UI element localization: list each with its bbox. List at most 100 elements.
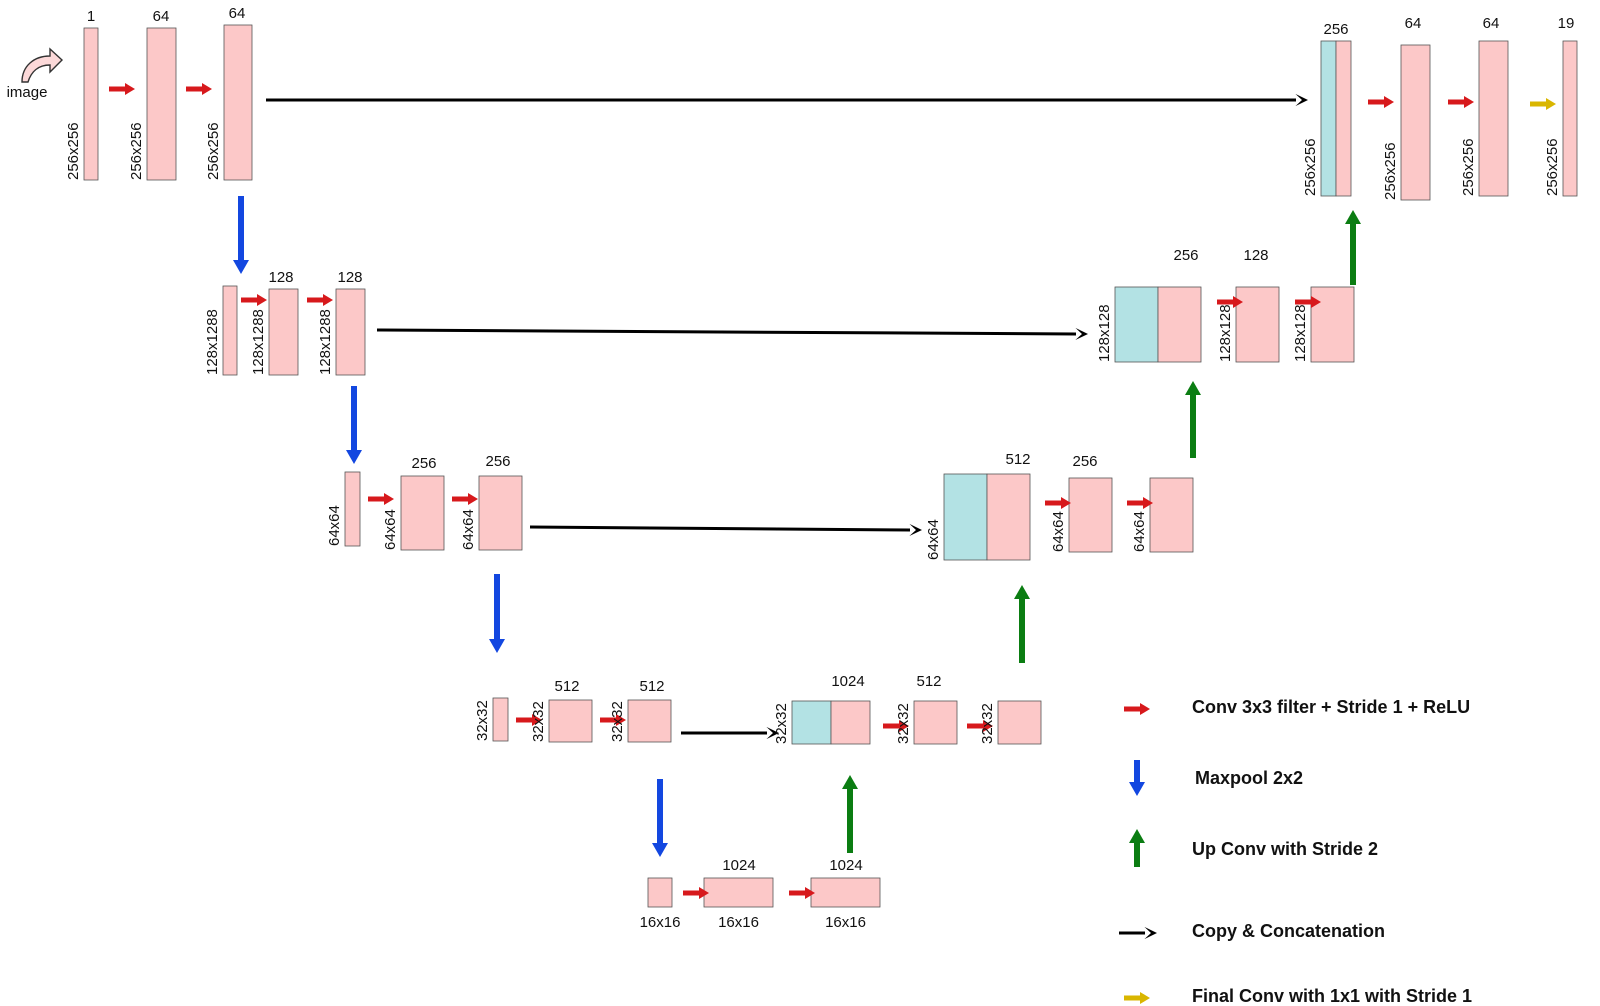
channel-label: 128 [268,269,293,286]
feature-blocks [83,24,1578,908]
feature-map [400,475,445,551]
block-dec2-conv1 [1235,286,1280,363]
legend-maxpool-label: Maxpool 2x2 [1195,768,1304,788]
block-dec1-conv1 [1400,44,1431,201]
legend-maxpool-arrow-icon [1129,760,1145,796]
channel-label: 64 [1405,15,1422,32]
block-enc1-conv1 [146,27,177,181]
feature-map [1157,286,1202,363]
upconv-arrow-icon [1345,210,1361,285]
size-label: 16x16 [718,914,759,931]
size-label: 32x32 [895,703,912,744]
conv-arrow-icon [1448,96,1474,108]
channel-label: 1 [87,8,95,25]
size-label: 64x64 [1131,511,1148,552]
arrows [109,83,1556,1004]
copy-arrow-icon-head [1075,327,1088,341]
conv-arrow-icon [1127,497,1153,509]
channel-label: 1024 [831,673,864,690]
block-enc1-conv2 [223,24,253,181]
conv-arrow-icon [600,714,626,726]
size-label: 256x256 [65,122,82,180]
feature-map [810,877,881,908]
maxpool-arrow-icon [489,574,505,653]
channel-label: 512 [554,678,579,695]
size-label: 256x256 [1544,138,1561,196]
conv-arrow-icon [186,83,212,95]
legend-conv-label: Conv 3x3 filter + Stride 1 + ReLU [1192,697,1471,717]
feature-map [830,700,871,745]
copy-arrow-icon [376,328,1077,336]
size-label: 32x32 [530,701,547,742]
size-label: 64x64 [1050,511,1067,552]
size-label: 32x32 [979,703,996,744]
channel-label: 128 [337,269,362,286]
feature-map [1562,40,1578,197]
size-label: 16x16 [825,914,866,931]
channel-label: 256 [1323,21,1348,38]
legend-copy-label: Copy & Concatenation [1192,921,1386,941]
feature-map [1310,286,1355,363]
conv-arrow-icon [883,720,909,732]
feature-map [703,877,774,908]
channel-label: 19 [1558,15,1575,32]
conv-arrow-icon [241,294,267,306]
feature-map [1335,40,1352,197]
feature-map [913,700,958,745]
block-enc4-conv1 [548,699,593,743]
channel-label: 256 [485,453,510,470]
block-enc2-conv2 [335,288,366,376]
channel-label: 128 [1243,247,1268,264]
size-label: 128x128 [1217,304,1234,362]
channel-label: 512 [916,673,941,690]
legend-conv-arrow-icon [1124,703,1150,715]
channel-label: 1024 [829,857,862,874]
labels: 1 256x256 64 256x256 64 256x256 128x1288 128 128… [65,5,1574,931]
block-enc3-pool [344,471,361,547]
block-dec4-conv1 [913,700,958,745]
block-dec4-concat [791,700,871,745]
copied-feature-map [1114,286,1159,363]
block-output [1562,40,1578,197]
size-label: 32x32 [609,701,626,742]
feature-map [223,24,253,181]
feature-map [1235,286,1280,363]
copy-arrow-icon-head [766,726,779,740]
channel-label: 64 [229,5,246,22]
conv-arrow-icon [307,294,333,306]
feature-map [647,877,673,908]
input-label: image [7,84,48,101]
block-bottom-conv1 [703,877,774,908]
size-label: 256x256 [1460,138,1477,196]
final-conv-arrow-icon [1530,98,1556,110]
channel-label: 256 [411,455,436,472]
copied-feature-map [943,473,988,561]
block-enc3-conv1 [400,475,445,551]
conv-arrow-icon [452,493,478,505]
channel-label: 512 [639,678,664,695]
conv-arrow-icon [1295,296,1321,308]
copy-arrow-icon-head [1295,93,1308,107]
conv-arrow-icon [683,887,709,899]
feature-map [83,27,99,181]
conv-arrow-icon [1368,96,1394,108]
channel-label: 512 [1005,451,1030,468]
channel-label: 64 [153,8,170,25]
block-dec3-concat [943,473,1031,561]
conv-arrow-icon [1045,497,1071,509]
upconv-arrow-icon [842,775,858,853]
feature-map [492,697,509,742]
channel-label: 64 [1483,15,1500,32]
size-label: 32x32 [773,703,790,744]
legend-final-label: Final Conv with 1x1 with Stride 1 [1192,986,1473,1006]
channel-label: 256 [1173,247,1198,264]
curved-arrow-icon [21,47,64,83]
size-label: 64x64 [326,505,343,546]
block-enc1-input [83,27,99,181]
block-enc4-pool [492,697,509,742]
feature-map [268,288,299,376]
size-label: 256x256 [205,122,222,180]
conv-arrow-icon [516,714,542,726]
